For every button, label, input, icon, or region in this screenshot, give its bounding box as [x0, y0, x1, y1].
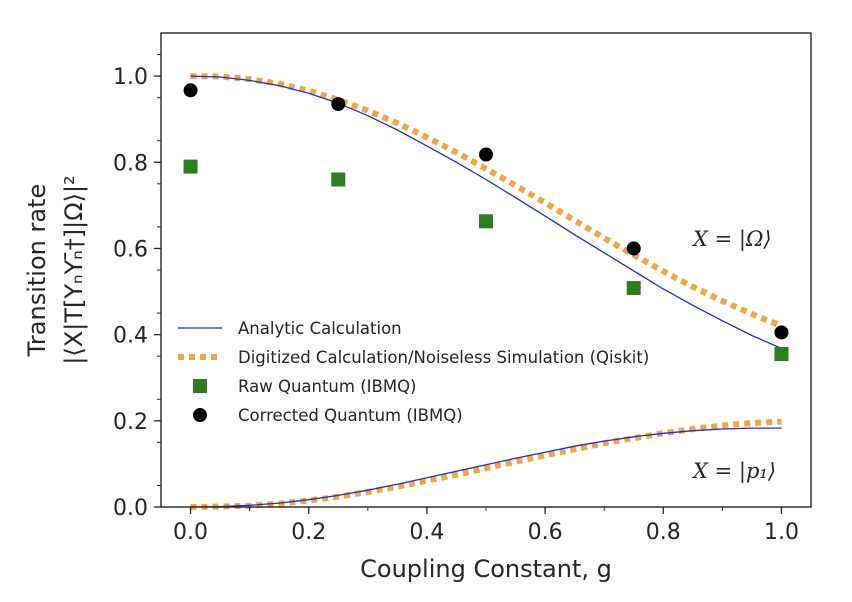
annotation-omega: X = |Ω⟩	[691, 227, 772, 252]
y-tick-label-1: 0.2	[113, 410, 148, 435]
y-tick-label-4: 0.8	[113, 151, 148, 176]
corrected-quantum-point-2	[479, 147, 493, 162]
raw-quantum-point-2	[479, 214, 493, 229]
legend-label-digitized: Digitized Calculation/Noiseless Simulati…	[238, 348, 649, 367]
x-tick-label-5: 1.0	[764, 520, 799, 545]
y-axis-label-line1: Transition rate	[23, 184, 51, 357]
legend-swatch-corrected	[193, 408, 207, 422]
raw-quantum-point-0	[183, 159, 198, 174]
y-tick-label-2: 0.4	[113, 324, 148, 349]
corrected-quantum-point-4	[774, 325, 789, 340]
corrected-quantum-point-3	[626, 241, 641, 256]
legend: Analytic Calculation Digitized Calculati…	[178, 319, 649, 425]
raw-quantum-point-3	[626, 281, 641, 296]
digitized-curve-0	[190, 73, 783, 329]
legend-swatch-raw	[193, 379, 207, 393]
x-tick-label-1: 0.2	[291, 520, 326, 545]
digitized-curve-1	[190, 418, 782, 510]
raw-quantum-point-1	[331, 172, 346, 187]
plot-layer	[183, 73, 789, 510]
y-tick-label-3: 0.6	[113, 237, 148, 262]
raw-quantum-point-4	[774, 347, 789, 362]
analytic-curve-1	[190, 427, 782, 508]
legend-label-raw: Raw Quantum (IBMQ)	[238, 377, 417, 396]
x-tick-label-4: 0.8	[646, 520, 681, 545]
annotation-p1: X = |p₁⟩	[691, 459, 776, 484]
legend-label-analytic: Analytic Calculation	[238, 319, 402, 338]
y-tick-label-0: 0.0	[113, 496, 148, 521]
legend-label-corrected: Corrected Quantum (IBMQ)	[238, 406, 463, 425]
axis-ticks: 0.0 0.2 0.4 0.6 0.8 1.0 0.0 0.2 0.4 0.6 0.8 1.0	[113, 54, 799, 545]
corrected-quantum-point-1	[331, 97, 346, 112]
y-tick-label-5: 1.0	[113, 65, 148, 90]
x-axis-label: Coupling Constant, g	[360, 555, 612, 583]
corrected-quantum-point-0	[183, 83, 198, 98]
analytic-curve-0	[190, 75, 782, 349]
x-tick-label-2: 0.4	[409, 520, 444, 545]
x-tick-label-0: 0.0	[173, 520, 208, 545]
plot-frame	[160, 32, 812, 508]
y-axis-label-line2: |⟨X|T[YₙYₙ̄†]|Ω⟩|²	[60, 175, 88, 364]
x-tick-label-3: 0.6	[528, 520, 563, 545]
